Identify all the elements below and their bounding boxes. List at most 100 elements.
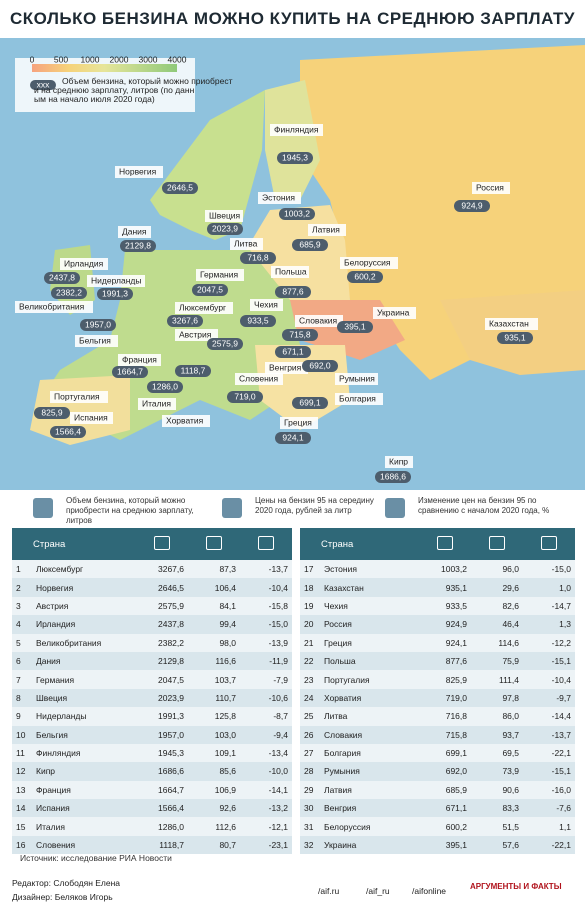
change: -22,1	[523, 835, 575, 855]
name-box	[118, 354, 161, 366]
map-label: Россия 924,9	[454, 182, 510, 212]
volume: 671,1	[419, 799, 471, 818]
volume: 935,1	[419, 578, 471, 597]
value: 825,9	[41, 407, 63, 417]
change: -14,1	[240, 780, 292, 800]
value-pill	[34, 407, 70, 419]
value: 1118,7	[181, 365, 206, 375]
volume: 1118,7	[136, 835, 188, 855]
key-text: Цены на бензин 95 на середину 2020 года,…	[255, 496, 374, 515]
change: -13,2	[240, 799, 292, 818]
legend-text: Объем бензина, который можно приобрест и …	[34, 76, 233, 104]
volume: 3267,6	[136, 560, 188, 579]
map-label: Венгрия 671,1	[265, 346, 311, 374]
icon-price	[489, 535, 505, 550]
country: Норвегия	[32, 578, 136, 597]
table-row: 26 Словакия 715,8 93,7 -13,7	[300, 725, 575, 744]
volume: 2437,8	[136, 615, 188, 634]
value: 2382,2	[56, 287, 82, 297]
value-pill	[292, 239, 328, 251]
value: 1664,7	[117, 366, 143, 376]
country-name: Кипр	[389, 456, 408, 466]
name-box	[162, 415, 210, 427]
value-pill	[292, 397, 328, 409]
price: 29,6	[471, 578, 523, 597]
price: 99,4	[188, 615, 240, 634]
change: -13,4	[240, 743, 292, 763]
table-row: 9 Нидерланды 1991,3 125,8 -8,7	[12, 707, 292, 726]
price: 46,4	[471, 615, 523, 634]
map-label: Эстония 1003,2	[258, 192, 315, 220]
rank: 6	[12, 651, 32, 671]
rank: 9	[12, 707, 32, 726]
volume: 2575,9	[136, 596, 188, 616]
country: Франция	[32, 780, 136, 800]
social-link[interactable]: /aif.ru	[318, 886, 340, 896]
table-row: 12 Кипр 1686,6 85,6 -10,0	[12, 762, 292, 781]
change: -23,1	[240, 835, 292, 855]
map-label: Греция 924,1	[275, 417, 318, 444]
icon-header	[136, 528, 188, 560]
icon-change	[385, 498, 405, 518]
country: Греция	[320, 633, 419, 652]
name-box	[280, 417, 318, 429]
price: 51,5	[471, 817, 523, 836]
scale-tick-label: 4000	[168, 54, 187, 64]
spacer	[12, 528, 32, 560]
map-label: Люксембург 3267,6	[167, 302, 233, 327]
country: Латвия	[320, 780, 419, 800]
country-name: Норвегия	[119, 166, 157, 176]
social-link[interactable]: /aif_ru	[366, 886, 390, 896]
value: 716,8	[247, 252, 269, 262]
price: 98,0	[188, 633, 240, 652]
scale-tick-label: 500	[54, 54, 68, 64]
rank: 20	[300, 615, 320, 634]
country: Белоруссия	[320, 817, 419, 836]
country-name: Австрия	[179, 329, 212, 339]
finland	[265, 80, 320, 200]
rank: 11	[12, 743, 32, 763]
rank: 7	[12, 670, 32, 689]
rank: 1	[12, 560, 32, 579]
map-label: Великобритания 2382,2	[15, 287, 93, 313]
volume: 2023,9	[136, 688, 188, 708]
name-box	[235, 373, 283, 385]
value-pill	[175, 365, 211, 377]
social-link[interactable]: /aifonline	[412, 886, 447, 896]
table-row: 3 Австрия 2575,9 84,1 -15,8	[12, 596, 292, 616]
icon-price	[222, 498, 242, 518]
change: -15,0	[523, 560, 575, 579]
name-box	[118, 226, 151, 238]
table-row: 23 Португалия 825,9 111,4 -10,4	[300, 670, 575, 689]
scale-tick-label: 3000	[139, 54, 158, 64]
value-pill	[192, 284, 228, 296]
icon-header	[188, 528, 240, 560]
icon-volume	[33, 498, 53, 518]
name-box	[75, 335, 118, 347]
map-label: Испания 1566,4	[50, 412, 113, 438]
country: Португалия	[320, 670, 419, 689]
table-row: 21 Греция 924,1 114,6 -12,2	[300, 633, 575, 652]
value: 924,1	[282, 432, 304, 442]
country: Россия	[320, 615, 419, 634]
country: Болгария	[320, 743, 419, 763]
change: -12,2	[523, 633, 575, 652]
value: 715,8	[289, 329, 311, 339]
value-pill	[162, 182, 198, 194]
volume: 1945,3	[136, 743, 188, 763]
table-row: 5 Великобритания 2382,2 98,0 -13,9	[12, 633, 292, 652]
name-box	[335, 393, 383, 405]
value: 1957,0	[85, 319, 111, 329]
icon-change	[541, 535, 557, 550]
table-row: 27 Болгария 699,1 69,5 -22,1	[300, 743, 575, 763]
value: 1991,3	[102, 288, 128, 298]
map-label: Румыния 692,0	[302, 360, 378, 385]
country-name: Греция	[284, 417, 312, 427]
price: 83,3	[471, 799, 523, 818]
country-name: Италия	[142, 398, 171, 408]
country-name: Венгрия	[269, 362, 302, 372]
map-label: Нидерланды 1991,3	[87, 275, 145, 300]
rank: 24	[300, 688, 320, 708]
map-label: Словакия 715,8	[282, 315, 343, 341]
